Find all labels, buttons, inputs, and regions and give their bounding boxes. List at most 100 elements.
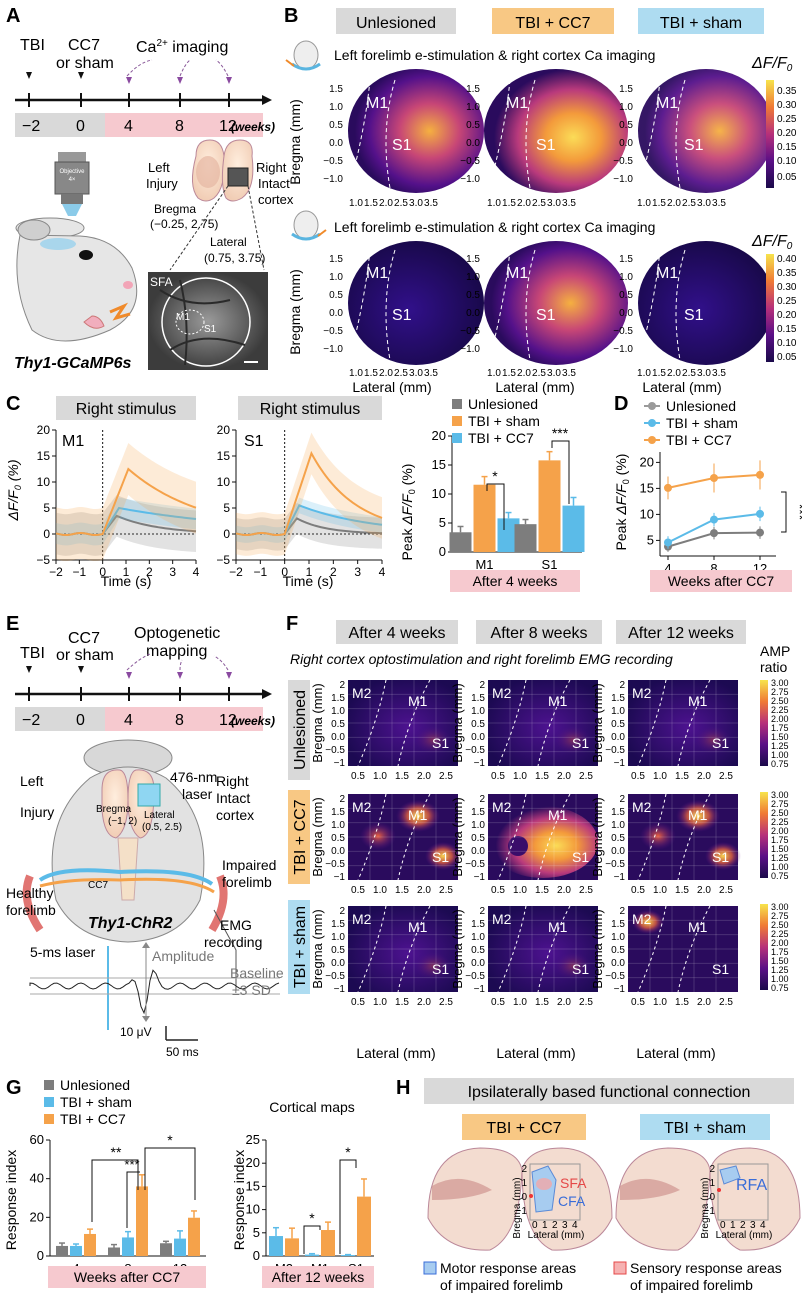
svg-text:1.0: 1.0: [637, 198, 651, 209]
f-cb-tick: 0.75: [771, 759, 789, 769]
svg-text:−0.5: −0.5: [323, 326, 343, 337]
f-xtick: 1.0: [373, 885, 387, 896]
cBars-xtick: S1: [542, 557, 558, 572]
svg-text:0.0: 0.0: [466, 138, 480, 149]
c-s1-ytick: 10: [217, 475, 231, 489]
panel-label-a: A: [6, 5, 20, 27]
svg-text:2.0: 2.0: [379, 198, 393, 209]
f-row-unlesioned: Unlesioned: [292, 690, 309, 770]
svg-text:12: 12: [219, 712, 237, 729]
cBars-bar-tbi-sham: [538, 460, 561, 552]
svg-text:−1.0: −1.0: [323, 344, 343, 355]
f-ytick: 0.0: [331, 846, 345, 857]
f-xtick: 1.5: [535, 885, 549, 896]
svg-text:2.0: 2.0: [667, 368, 681, 379]
f-cb-tick: 1.50: [771, 844, 789, 854]
svg-text:1: 1: [730, 1220, 736, 1231]
svg-text:2.5: 2.5: [532, 198, 546, 209]
objective-label: Objective: [59, 169, 85, 175]
f-region-s1: S1: [432, 849, 449, 865]
svg-text:0.35: 0.35: [777, 86, 797, 97]
f-ytick: −0.5: [605, 971, 625, 982]
e-injury-label: Injury: [20, 804, 54, 820]
f-xtick: 2.5: [719, 771, 733, 782]
svg-text:2.0: 2.0: [667, 198, 681, 209]
b-xlabel-2: Lateral (mm): [495, 379, 574, 395]
f-row-cc7: TBI + CC7: [292, 799, 309, 874]
f-ylabel: Bregma (mm): [590, 909, 605, 988]
cBars-bar-tbi-cc7: [562, 505, 585, 552]
h-rfa-label: RFA: [736, 1177, 767, 1194]
c-m1-ytick: 5: [43, 501, 50, 515]
f-xtick: 2.0: [557, 885, 571, 896]
svg-text:−1.0: −1.0: [460, 174, 480, 185]
g-right-title: Cortical maps: [269, 1099, 355, 1115]
d-legend-sham: TBI + sham: [666, 415, 738, 431]
a-cc7-marker: [78, 72, 84, 79]
b-ylabel-2: Bregma (mm): [287, 269, 303, 355]
svg-text:2.5: 2.5: [394, 198, 408, 209]
c-m1-ytick: 0: [43, 527, 50, 541]
panel-label-e: E: [6, 613, 19, 635]
gRight-bar-tbi-cc7: [285, 1238, 299, 1256]
svg-text:0.0: 0.0: [619, 308, 633, 319]
svg-text:0.25: 0.25: [777, 296, 797, 307]
panel-g: G Unlesioned TBI + sham TBI + CC7 60 40 20…: [3, 1077, 374, 1288]
c-m1-band-cc7: [56, 497, 196, 546]
f-ytick: 1.0: [471, 706, 485, 717]
e-impaired-label: Impaired: [222, 857, 276, 873]
svg-text:0.30: 0.30: [777, 100, 797, 111]
c-sig-m1: *: [492, 468, 498, 484]
d-legend-unlesioned: Unlesioned: [666, 398, 736, 414]
d-sig: ***: [792, 504, 802, 521]
f-region-s1: S1: [432, 961, 449, 977]
d-point: [756, 470, 764, 479]
b-s1-r2c: S1: [684, 307, 704, 324]
b-group-cc7: TBI + CC7: [515, 15, 590, 32]
b-m1-r2c: M1: [656, 265, 678, 282]
f-region-s1: S1: [572, 735, 589, 751]
b-ylabel-1: Bregma (mm): [287, 99, 303, 185]
f-ytick: −1: [334, 758, 346, 769]
objective-icon: Objective 4×: [54, 152, 90, 216]
f-ylabel: Bregma (mm): [450, 909, 465, 988]
gRight-ytick: 15: [246, 1178, 260, 1193]
svg-text:1.0: 1.0: [466, 272, 480, 283]
svg-text:4: 4: [572, 1220, 578, 1231]
gLeft-bar-tbi-cc7: [136, 1186, 148, 1256]
c-legend-sham: TBI + sham: [468, 413, 540, 429]
gRight-bar-tbi-cc7: [357, 1196, 371, 1256]
svg-text:−2: −2: [22, 712, 40, 729]
svg-text:3.5: 3.5: [424, 368, 438, 379]
h-title: Ipsilaterally based functional connectio…: [468, 1084, 751, 1101]
c-s1-band-sham: [236, 432, 382, 556]
svg-text:2: 2: [740, 1220, 746, 1231]
svg-text:−1.0: −1.0: [613, 174, 633, 185]
f-region-m1: M1: [548, 807, 568, 823]
svg-text:1.0: 1.0: [349, 368, 363, 379]
f-cb-tick: 1.75: [771, 723, 789, 733]
f-region-m2: M2: [632, 911, 652, 927]
gLeft-ytick: 60: [30, 1132, 44, 1147]
f-ytick: 1.5: [471, 807, 485, 818]
c-m1-xtick: 4: [193, 565, 200, 579]
e-emg-trace: [29, 942, 280, 1041]
f-ylabel: Bregma (mm): [590, 683, 605, 762]
c-trace-plot-s1: 20 15 10 5 0 −5−2 −1 0 1 2 3 4: [216, 423, 385, 579]
svg-text:0.0: 0.0: [329, 308, 343, 319]
svg-text:−0.5: −0.5: [613, 156, 633, 167]
e-bregma-label: Bregma: [96, 804, 131, 815]
cBars-ytick: 20: [432, 428, 446, 443]
svg-text:2.0: 2.0: [517, 368, 531, 379]
f-region-m1: M1: [408, 919, 428, 935]
svg-text:1.0: 1.0: [349, 198, 363, 209]
svg-text:1.0: 1.0: [329, 102, 343, 113]
e-mouse-label: Thy1-ChR2: [88, 915, 173, 932]
e-right-label: Right: [216, 773, 249, 789]
f-xtick: 2.0: [417, 997, 431, 1008]
b-m1-r1a: M1: [366, 95, 388, 112]
f-colorbar-3: [760, 904, 768, 990]
h-sfa-label: SFA: [560, 1175, 587, 1191]
f-ytick: 1.0: [331, 706, 345, 717]
